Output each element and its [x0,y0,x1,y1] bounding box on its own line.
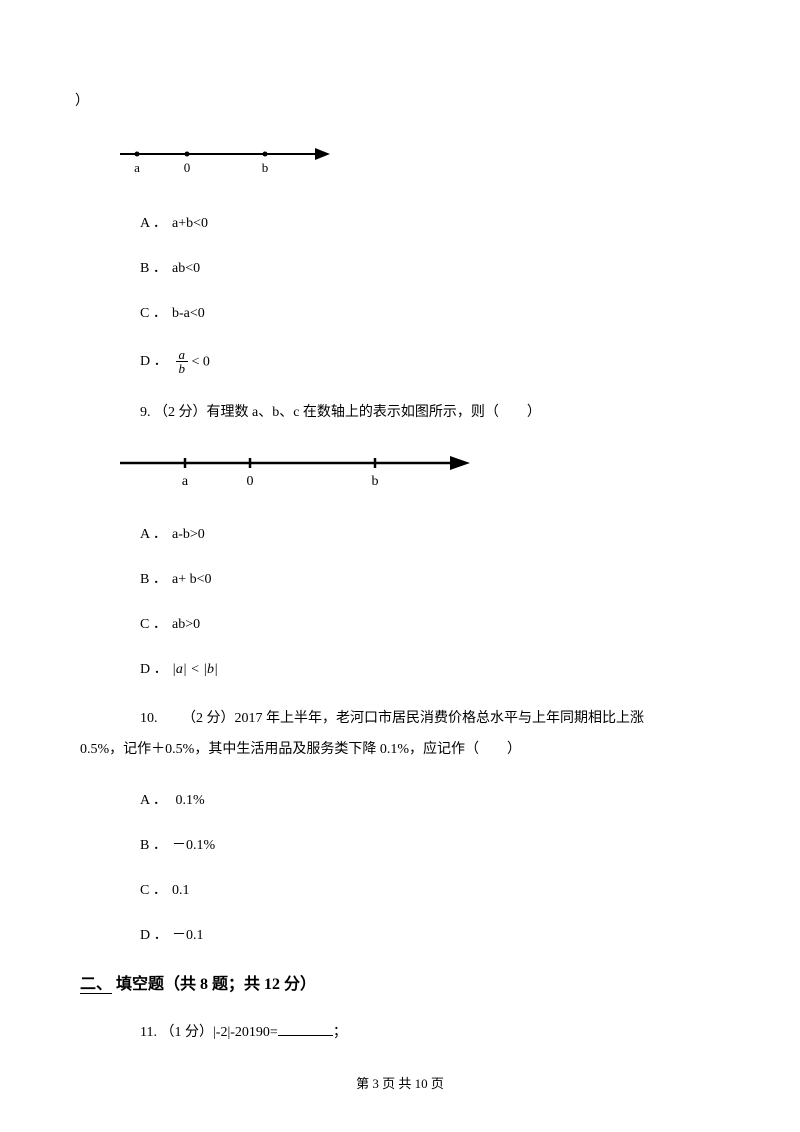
fraction-icon: a b [176,348,189,376]
figure2-label-0: 0 [247,474,254,489]
q10-option-a: A ． 0.1% [140,790,720,811]
figure-number-line-2: a 0 b [115,449,720,496]
q8-option-b: B ．ab<0 [140,258,720,279]
q10-option-d: D ．－0.1 [140,925,720,946]
figure2-label-b: b [372,474,379,489]
figure1-label-b: b [262,160,269,175]
q8-option-a: A ．a+b<0 [140,213,720,234]
q9-option-c: C ．ab>0 [140,614,720,635]
q8-option-c: C ．b-a<0 [140,303,720,324]
q9-stem: 9. （2 分）有理数 a、b、c 在数轴上的表示如图所示，则（ ） [140,400,720,425]
q10-option-c: C ．0.1 [140,880,720,901]
q10-stem-line2: 0.5%，记作＋0.5%，其中生活用品及服务类下降 0.1%，应记作（ ） [80,735,720,766]
figure1-label-a: a [134,160,140,175]
figure2-label-a: a [182,474,189,489]
q9-option-d: D ．|a| < |b| [140,659,720,680]
q11-stem: 11. （1 分）|-2|-20190=； [140,1020,720,1045]
figure1-label-0: 0 [184,160,191,175]
q8-option-d: D ． a b < 0 [140,348,720,376]
q10-option-b: B ．－0.1% [140,835,720,856]
page-footer: 第 3 页 共 10 页 [0,1073,800,1092]
fill-blank [278,1035,333,1036]
figure-number-line-1: a 0 b [115,140,720,185]
q9-option-a: A ．a-b>0 [140,524,720,545]
q9-option-b: B ．a+ b<0 [140,569,720,590]
section-2-header: 二、 填空题（共 8 题；共 12 分） [80,970,720,994]
orphan-paren: ） [75,90,720,110]
q10-stem-line1: 10. （2 分）2017 年上半年，老河口市居民消费价格总水平与上年同期相比上… [140,704,720,735]
